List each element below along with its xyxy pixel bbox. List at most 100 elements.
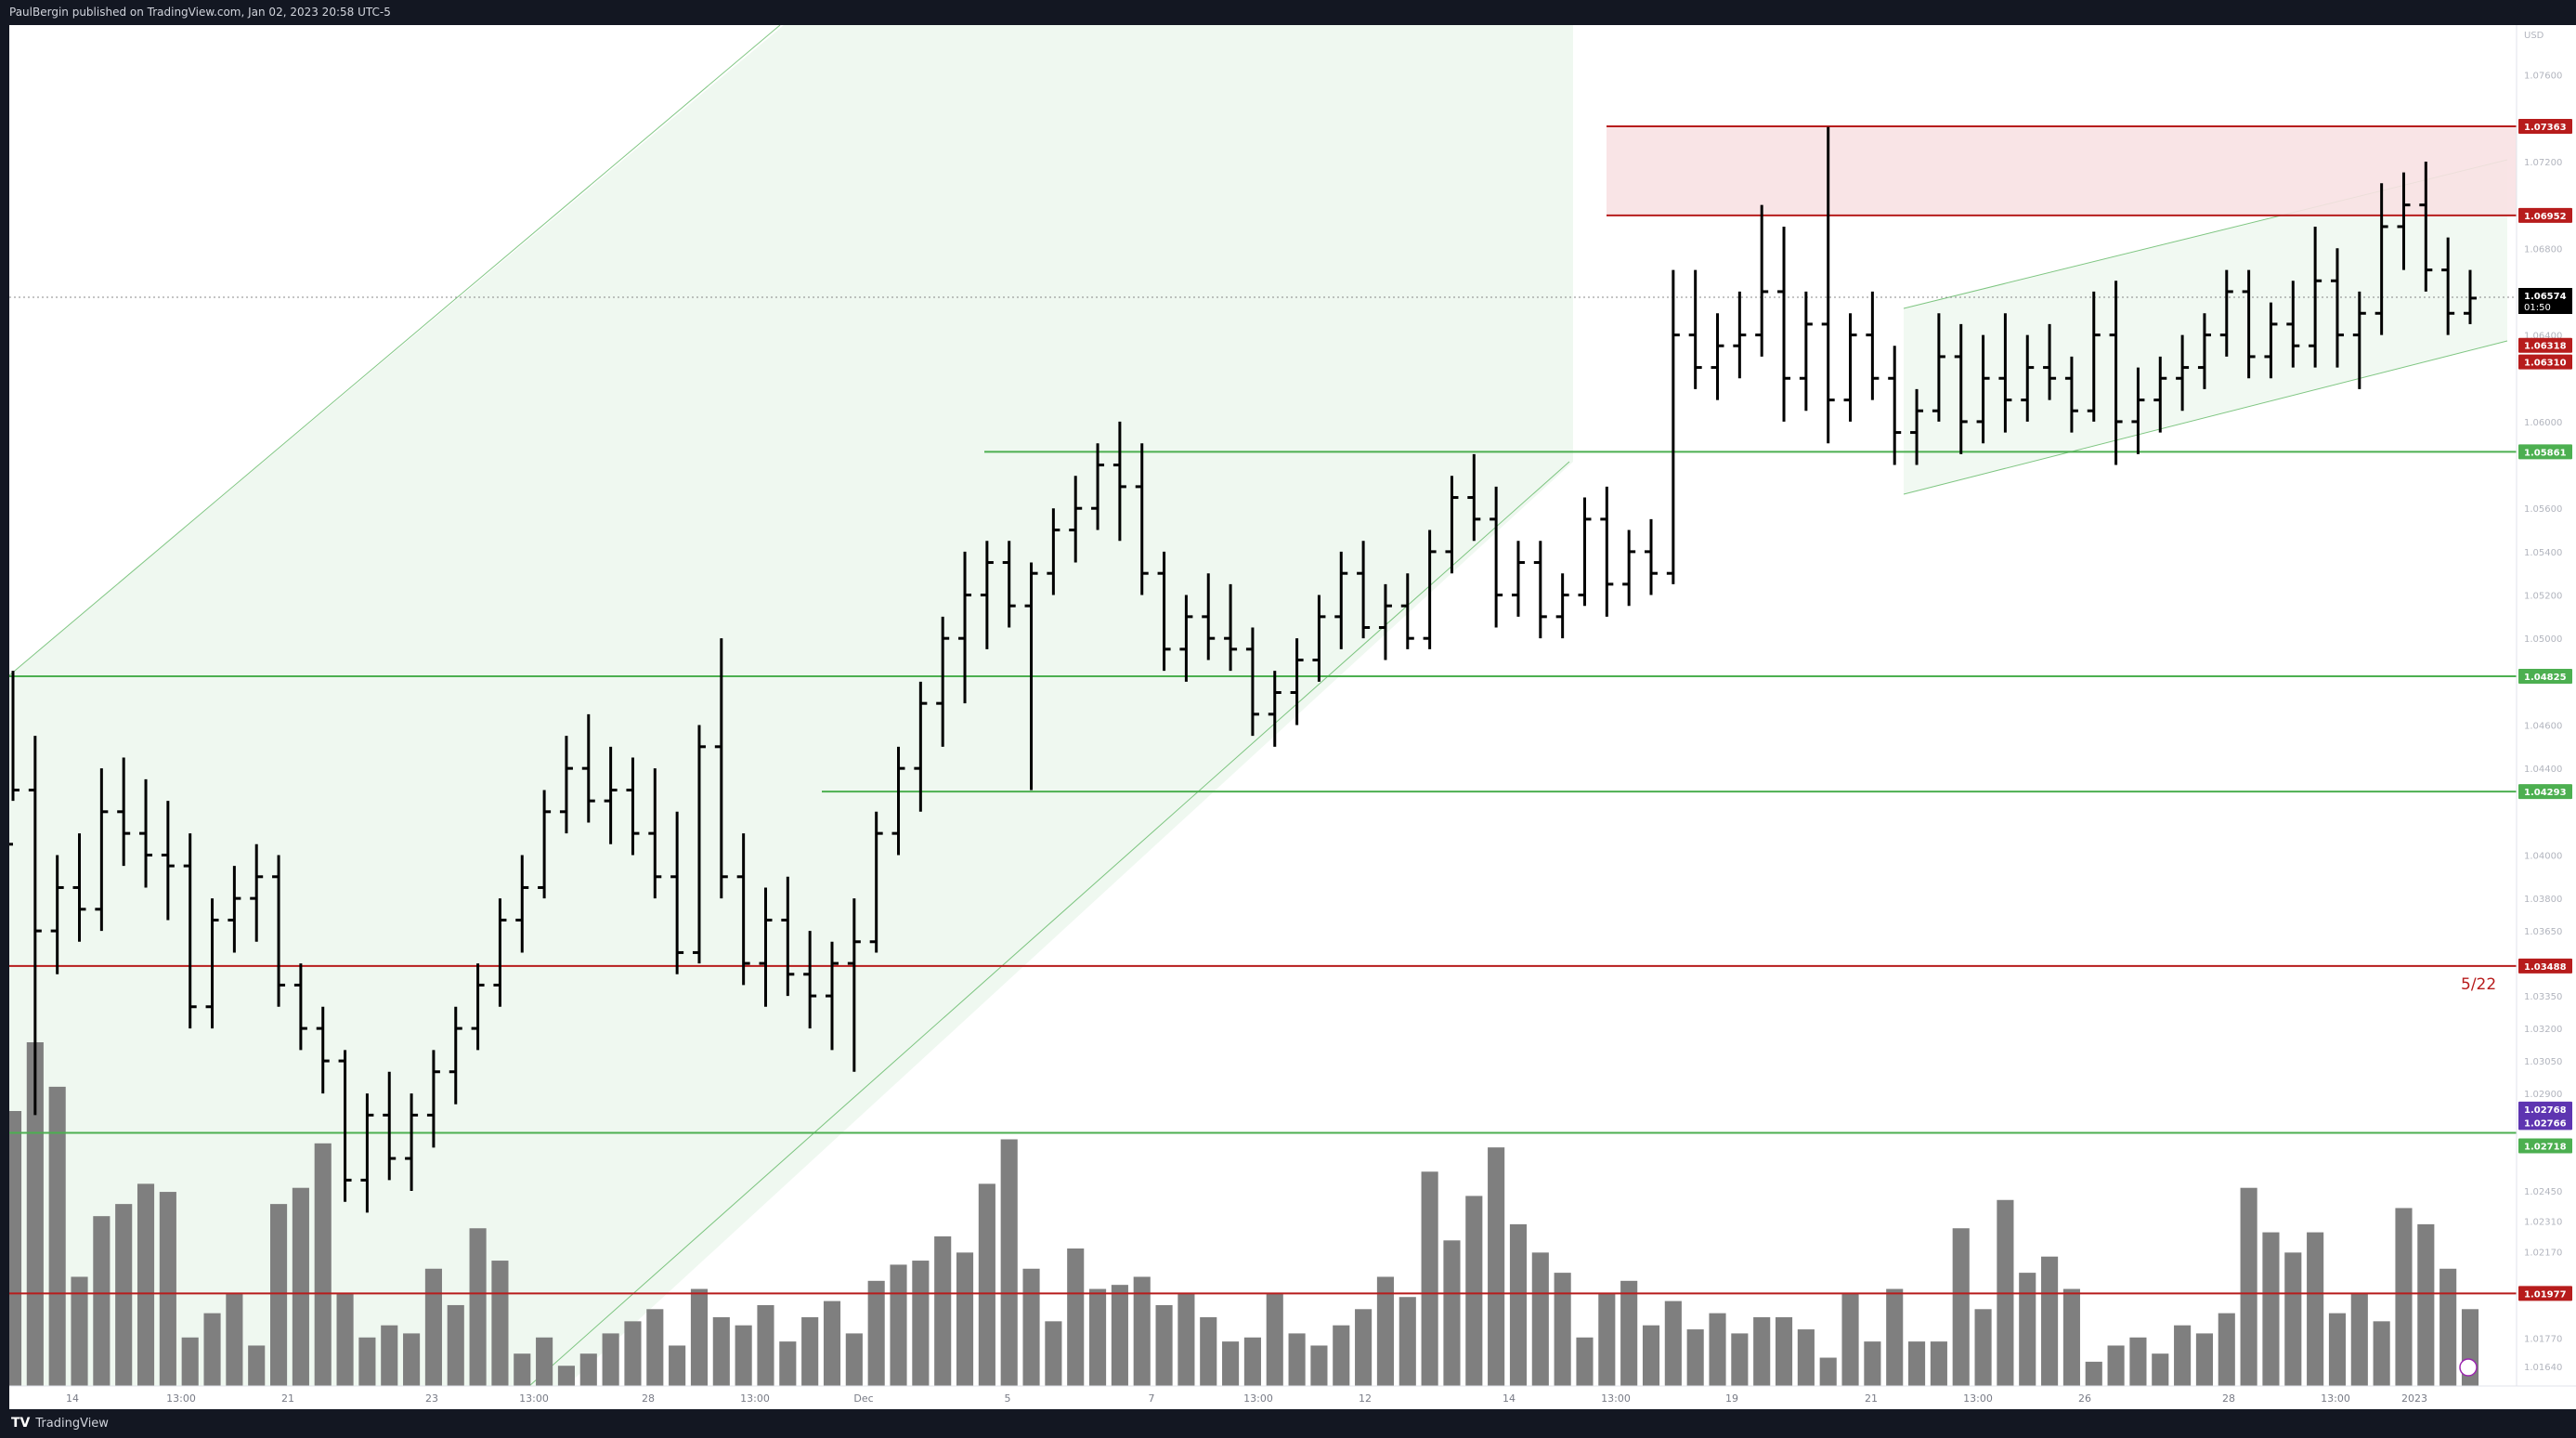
price-tag-1-01977 [2518, 1286, 2572, 1301]
price-tag-text: 1.06952 [2524, 212, 2567, 222]
volume-bar [669, 1345, 686, 1386]
volume-bar [1310, 1345, 1328, 1386]
tradingview-brand-label: TradingView [35, 1416, 109, 1431]
x-tick-label: 13:00 [166, 1392, 196, 1405]
volume-bar [1974, 1309, 1992, 1386]
volume-bar [1576, 1337, 1594, 1386]
y-tick-label: 1.03050 [2524, 1057, 2562, 1067]
x-tick-label: 13:00 [2321, 1392, 2350, 1405]
x-tick-label: 14 [1503, 1392, 1516, 1405]
volume-bar [93, 1216, 111, 1386]
volume-bar [2350, 1292, 2368, 1386]
price-tag-1-06318 [2518, 337, 2572, 353]
price-tag-text: 1.02768 [2524, 1105, 2567, 1116]
volume-bar [1753, 1317, 1771, 1386]
volume-bar [1333, 1325, 1350, 1386]
chart-panel[interactable]: USD 1.07600 1.07200 1.06800 1.06400 1.06000 1.… [4, 24, 2576, 1409]
y-tick-label: 1.05200 [2524, 592, 2562, 602]
volume-bar [801, 1317, 819, 1386]
y-tick-label: 1.02170 [2524, 1248, 2562, 1258]
volume-bar [1288, 1333, 1306, 1386]
price-tag-text: 1.02718 [2524, 1143, 2567, 1153]
volume-bar [181, 1337, 199, 1386]
current-price-text: 1.06574 [2524, 292, 2567, 302]
tradingview-logo[interactable]: TV TradingView [11, 1416, 109, 1431]
volume-bar [1200, 1317, 1217, 1386]
volume-bar [4, 1111, 22, 1386]
y-tick-label: 1.07200 [2524, 158, 2562, 168]
price-tag-text: 1.07363 [2524, 123, 2567, 133]
rising-channel-zone [9, 25, 1573, 1386]
price-tag-text: 1.04293 [2524, 788, 2567, 798]
price-tag-1-02718 [2518, 1138, 2572, 1154]
volume-bar [2041, 1256, 2059, 1386]
currency-label: USD [2524, 31, 2544, 41]
volume-bar [2062, 1288, 2080, 1386]
volume-bar [602, 1333, 619, 1386]
alert-icon[interactable] [2459, 1358, 2478, 1377]
price-tag-1-06310 [2518, 354, 2572, 370]
price-tag-text: 1.06310 [2524, 359, 2567, 369]
volume-bar [1155, 1304, 1173, 1386]
x-tick-label: 7 [1149, 1392, 1155, 1405]
volume-bar [248, 1345, 266, 1386]
volume-bar [424, 1268, 442, 1386]
volume-bar [491, 1261, 509, 1386]
volume-bar [1421, 1171, 1438, 1386]
volume-bar [978, 1183, 995, 1386]
y-tick-label: 1.03350 [2524, 992, 2562, 1002]
volume-bar [956, 1252, 974, 1386]
volume-bar [1133, 1276, 1151, 1386]
y-tick-label: 1.06000 [2524, 418, 2562, 428]
volume-bar [624, 1321, 642, 1386]
price-chart[interactable]: USD 1.07600 1.07200 1.06800 1.06400 1.06000 1.… [4, 24, 2576, 1409]
volume-bar [1731, 1333, 1749, 1386]
level-annotation: 5/22 [2461, 975, 2496, 994]
volume-bar [2373, 1321, 2390, 1386]
volume-bar [1067, 1248, 1085, 1386]
x-tick-label: 28 [2222, 1392, 2235, 1405]
volume-bar [2307, 1232, 2324, 1386]
volume-bar [1399, 1297, 1416, 1386]
channel-lower-line [528, 461, 1570, 1387]
volume-bar [1266, 1292, 1283, 1386]
volume-bar [757, 1304, 774, 1386]
published-text: PaulBergin published on TradingView.com,… [9, 6, 391, 19]
volume-bar [1952, 1228, 1970, 1386]
volume-bar [1797, 1329, 1815, 1386]
x-tick-label: 13:00 [1601, 1392, 1631, 1405]
volume-bar [1841, 1292, 1859, 1386]
volume-bar [823, 1301, 841, 1386]
volume-bar [1177, 1292, 1195, 1386]
y-tick-label: 1.04600 [2524, 721, 2562, 731]
volume-bar [1111, 1285, 1128, 1386]
x-tick-label: 23 [425, 1392, 438, 1405]
time-axis [9, 1386, 2576, 1409]
y-tick-label: 1.01640 [2524, 1363, 2562, 1373]
x-tick-label: 14 [66, 1392, 79, 1405]
y-tick-label: 1.02900 [2524, 1090, 2562, 1100]
volume-bar [403, 1333, 421, 1386]
volume-bar [1022, 1268, 1040, 1386]
volume-bar [646, 1309, 664, 1386]
y-tick-label: 1.03200 [2524, 1025, 2562, 1035]
volume-bar [115, 1204, 133, 1386]
volume-bar [1775, 1317, 1793, 1386]
volume-bar [2395, 1208, 2413, 1386]
price-tag-1-02768 [2518, 1101, 2572, 1117]
volume-bar [890, 1264, 907, 1386]
volume-bar [1642, 1325, 1660, 1386]
price-tag-text: 1.02766 [2524, 1118, 2567, 1129]
y-tick-label: 1.04000 [2524, 851, 2562, 861]
volume-bar [557, 1366, 576, 1386]
volume-bar [1488, 1147, 1505, 1386]
volume-bar [1531, 1252, 1549, 1386]
y-tick-label: 1.05400 [2524, 548, 2562, 558]
y-tick-label: 1.04400 [2524, 765, 2562, 775]
volume-bar [1509, 1223, 1528, 1386]
volume-bar [358, 1337, 376, 1386]
volume-bar [26, 1042, 44, 1386]
volume-bar [1620, 1280, 1638, 1386]
x-tick-label: 13:00 [519, 1392, 549, 1405]
volume-bar [1045, 1321, 1062, 1386]
